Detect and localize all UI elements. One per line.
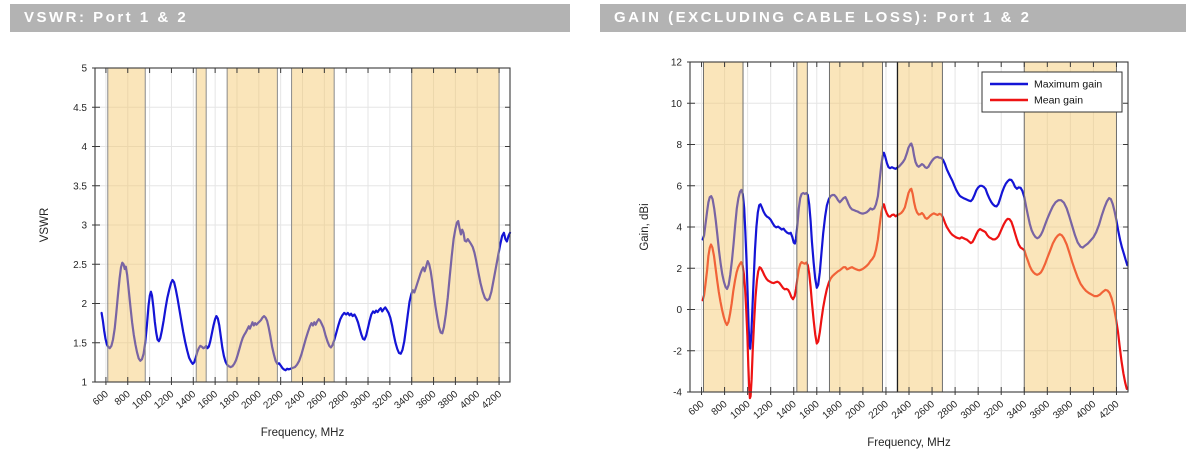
svg-text:3400: 3400 — [393, 389, 417, 412]
series-vswr — [100, 220, 512, 372]
legend-label-1: Mean gain — [1034, 95, 1083, 107]
svg-text:2600: 2600 — [305, 389, 329, 412]
svg-text:3000: 3000 — [959, 399, 983, 422]
gain-chart: 600 8001000120014001600180020002200240026… — [639, 58, 1129, 449]
vswr-chart: 600 8001000120014001600180020002200240026… — [39, 64, 512, 439]
svg-text:4.5: 4.5 — [73, 103, 87, 114]
svg-text:1000: 1000 — [728, 399, 752, 422]
gain-chart-panel: 600 800 1000 1200 1400 1600 1800 2000 2200 2400 26… — [600, 34, 1200, 454]
band-1427-1518 — [195, 67, 207, 383]
y-axis-label: Gain, dBi — [639, 203, 651, 250]
series-mean-gain — [701, 187, 1128, 400]
svg-text:1000: 1000 — [130, 389, 154, 412]
svg-text:2000: 2000 — [240, 389, 264, 412]
series-maximum-gain — [701, 142, 1129, 350]
band-617-960 — [702, 61, 744, 393]
svg-text:1600: 1600 — [196, 389, 220, 412]
svg-text:1200: 1200 — [152, 389, 176, 412]
legend-box — [981, 71, 1123, 113]
svg-text:2400: 2400 — [890, 399, 914, 422]
vswr-title-bar: VSWR: Port 1 & 2 — [10, 4, 570, 32]
vswr-title-text: VSWR: Port 1 & 2 — [24, 9, 189, 26]
svg-text:5: 5 — [81, 64, 87, 75]
svg-text:4000: 4000 — [1074, 399, 1098, 422]
frequency-bands — [107, 67, 500, 383]
gain-title-bar: GAIN (EXCLUDING CABLE LOSS): Port 1 & 2 — [600, 4, 1186, 32]
tick-marks — [687, 61, 1128, 395]
svg-text:1600: 1600 — [798, 399, 822, 422]
svg-text:1400: 1400 — [775, 399, 799, 422]
svg-text:2000: 2000 — [844, 399, 868, 422]
gain-title-text: GAIN (EXCLUDING CABLE LOSS): Port 1 & 2 — [614, 9, 1032, 26]
svg-text:3: 3 — [81, 221, 87, 232]
svg-text:0: 0 — [676, 305, 682, 316]
svg-text:1400: 1400 — [174, 389, 198, 412]
svg-text:2600: 2600 — [913, 399, 937, 422]
band-3400-4200 — [1023, 61, 1117, 393]
svg-text:2400: 2400 — [283, 389, 307, 412]
svg-text:3600: 3600 — [1028, 399, 1052, 422]
svg-text:2: 2 — [81, 299, 87, 310]
svg-text:3400: 3400 — [1005, 399, 1029, 422]
vswr-chart-panel: 600 800 1000 1200 1400 1600 1800 2000 2200 2400 26… — [0, 34, 580, 454]
legend: Maximum gain Mean gain — [981, 71, 1123, 113]
frequency-bands — [702, 61, 1117, 393]
svg-text:3000: 3000 — [349, 389, 373, 412]
svg-text:4200: 4200 — [1097, 399, 1121, 422]
svg-text:1.5: 1.5 — [73, 338, 87, 349]
band-1710-2170 — [828, 61, 883, 393]
svg-text:3.5: 3.5 — [73, 181, 87, 192]
svg-text:3600: 3600 — [414, 389, 438, 412]
svg-text:-2: -2 — [673, 346, 682, 357]
band-617-960 — [107, 67, 146, 383]
band-2300-2690 — [896, 61, 943, 393]
svg-text:6: 6 — [676, 181, 682, 192]
band-1710-2170 — [226, 67, 278, 383]
svg-text:800: 800 — [710, 399, 730, 418]
svg-text:3200: 3200 — [371, 389, 395, 412]
svg-text:600: 600 — [687, 399, 707, 418]
svg-text:2200: 2200 — [867, 399, 891, 422]
svg-text:600: 600 — [91, 389, 111, 408]
svg-text:4200: 4200 — [480, 389, 504, 412]
y-axis-label: VSWR — [39, 208, 51, 243]
svg-text:1800: 1800 — [218, 389, 242, 412]
svg-text:3800: 3800 — [436, 389, 460, 412]
svg-text:2.5: 2.5 — [73, 260, 87, 271]
svg-text:2800: 2800 — [936, 399, 960, 422]
svg-text:4: 4 — [676, 223, 682, 234]
svg-text:-4: -4 — [673, 388, 682, 399]
grid — [95, 67, 510, 383]
svg-text:1200: 1200 — [751, 399, 775, 422]
svg-text:3800: 3800 — [1051, 399, 1075, 422]
series-lines — [701, 142, 1129, 400]
svg-text:12: 12 — [671, 58, 683, 69]
svg-text:2800: 2800 — [327, 389, 351, 412]
x-axis-label: Frequency, MHz — [867, 437, 951, 449]
svg-text:4: 4 — [81, 142, 87, 153]
tick-marks — [92, 67, 510, 385]
band-3400-4200 — [411, 67, 500, 383]
svg-text:10: 10 — [671, 99, 683, 110]
svg-text:3200: 3200 — [982, 399, 1006, 422]
svg-text:2200: 2200 — [261, 389, 285, 412]
svg-text:8: 8 — [676, 140, 682, 151]
x-axis-label: Frequency, MHz — [261, 427, 345, 439]
svg-text:800: 800 — [113, 389, 133, 408]
svg-text:2: 2 — [676, 264, 682, 275]
band-1427-1518 — [796, 61, 808, 393]
series-lines — [100, 220, 512, 372]
band-2300-2690 — [291, 67, 335, 383]
legend-label-0: Maximum gain — [1034, 79, 1102, 91]
svg-text:1: 1 — [81, 378, 87, 389]
svg-text:4000: 4000 — [458, 389, 482, 412]
svg-text:1800: 1800 — [821, 399, 845, 422]
